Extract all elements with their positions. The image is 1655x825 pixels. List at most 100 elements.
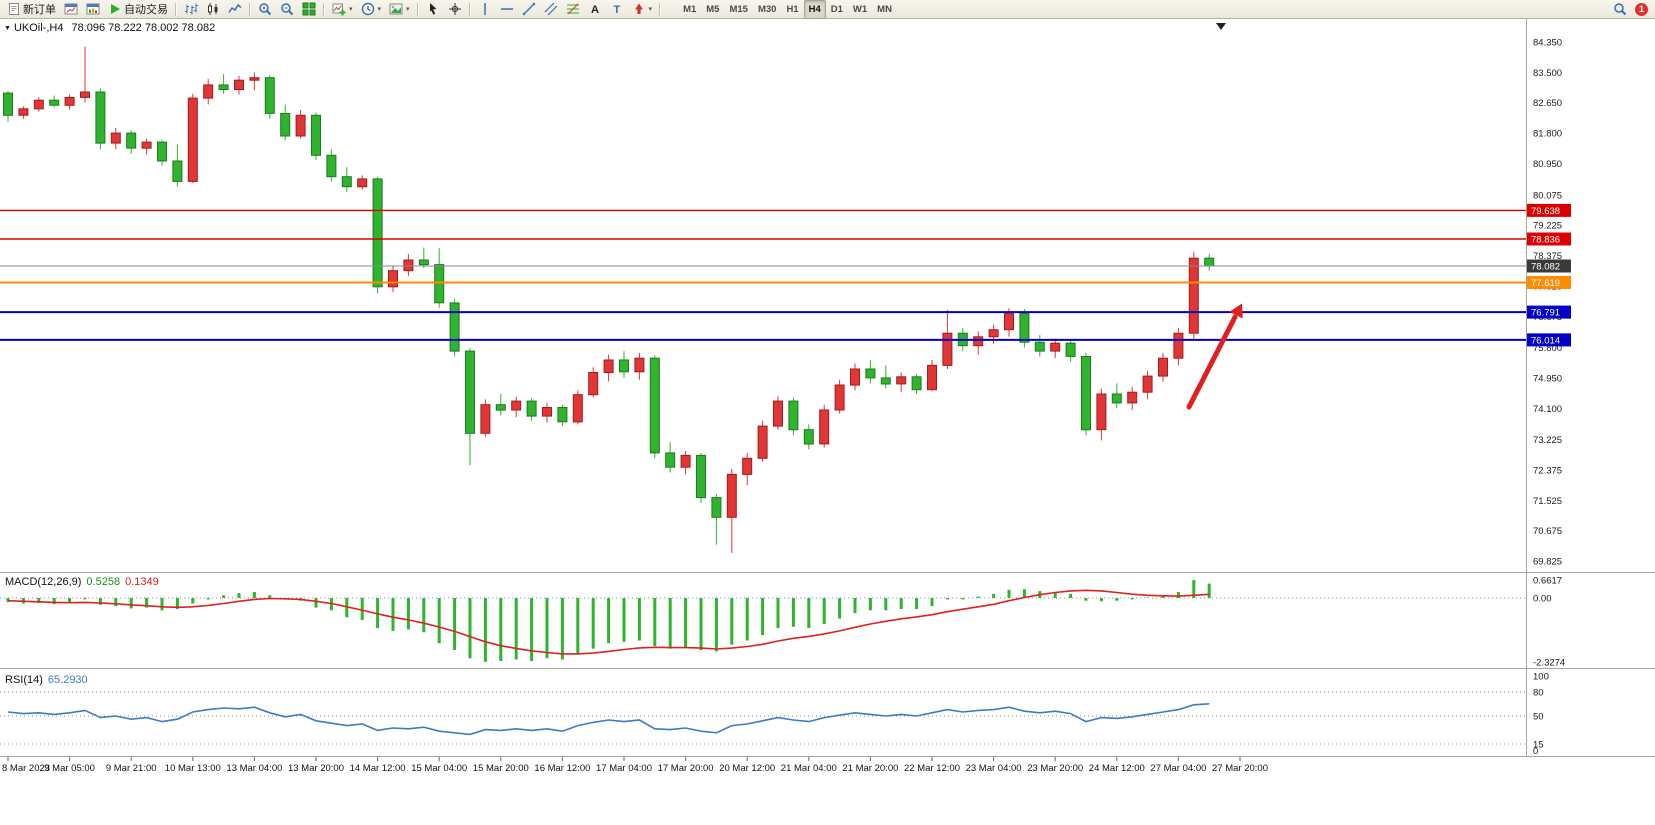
arrows-button[interactable]: ▾ bbox=[628, 0, 657, 19]
chevron-down-icon[interactable]: ▾ bbox=[648, 6, 653, 13]
chevron-down-icon[interactable]: ▾ bbox=[377, 6, 382, 13]
one-click-collapse-icon[interactable]: ▼ bbox=[4, 25, 11, 32]
chevron-down-icon[interactable]: ▾ bbox=[349, 6, 353, 13]
auto-trading-label: 自动交易 bbox=[124, 4, 168, 16]
search-button[interactable] bbox=[1609, 0, 1631, 19]
new-chart-button[interactable]: ▾ bbox=[328, 0, 357, 19]
price-tick-label: 71.525 bbox=[1533, 496, 1562, 507]
price-level-tag bbox=[1527, 232, 1571, 246]
horizontal-line-button[interactable] bbox=[496, 0, 518, 19]
auto-trading-icon bbox=[111, 4, 120, 14]
timeframe-mn-button[interactable]: MN bbox=[877, 3, 892, 15]
candle-body bbox=[295, 114, 306, 137]
tile-windows-button[interactable] bbox=[298, 0, 320, 19]
line-chart-button[interactable] bbox=[224, 0, 246, 19]
fibonacci-retracement-button[interactable] bbox=[562, 0, 584, 19]
candle-body bbox=[480, 404, 491, 434]
rsi-scale-label: 50 bbox=[1533, 712, 1544, 723]
timeframe-m1-button[interactable]: M1 bbox=[683, 3, 697, 15]
text-label-icon: T bbox=[613, 4, 620, 16]
toolbar-separator bbox=[416, 2, 419, 16]
candle-body bbox=[526, 400, 537, 417]
templates-menu-icon bbox=[389, 3, 403, 15]
time-tick-label: 13 Mar 20:00 bbox=[288, 763, 344, 774]
price-level-tag-text: 78.836 bbox=[1531, 235, 1560, 246]
candle-body bbox=[665, 452, 676, 468]
bar-chart-button[interactable] bbox=[180, 0, 202, 19]
candle-body bbox=[372, 178, 383, 288]
price-tick-label: 74.100 bbox=[1533, 404, 1562, 415]
rsi-title: RSI(14) bbox=[5, 674, 43, 686]
timeframe-d1-button[interactable]: D1 bbox=[830, 3, 843, 15]
templates-menu-button[interactable]: ▾ bbox=[385, 0, 414, 19]
price-tick-label: 74.950 bbox=[1533, 373, 1562, 384]
fibonacci-retracement-icon bbox=[566, 3, 579, 15]
auto-trading-button[interactable]: 自动交易 bbox=[104, 0, 172, 19]
toolbar-separator bbox=[659, 2, 662, 16]
price-tick-label: 75.800 bbox=[1533, 343, 1562, 354]
price-level-tag bbox=[1527, 203, 1571, 217]
text-label-button[interactable]: T bbox=[606, 0, 628, 19]
equidistant-channel-button[interactable] bbox=[540, 0, 562, 19]
candle-body bbox=[1081, 356, 1091, 431]
timeframe-m30-button[interactable]: M30 bbox=[757, 3, 777, 15]
candle-body bbox=[757, 425, 768, 459]
time-tick-label: 24 Mar 12:00 bbox=[1089, 763, 1145, 774]
new-order-button[interactable]: 新订单 bbox=[3, 0, 60, 19]
rsi-header: RSI(14) 65.2930 bbox=[5, 674, 88, 686]
text-button[interactable]: A bbox=[584, 0, 606, 19]
candle-body bbox=[834, 384, 845, 411]
macd-scale-label: 0.6617 bbox=[1533, 575, 1562, 586]
time-tick-label: 17 Mar 04:00 bbox=[596, 763, 652, 774]
zoom-in-button[interactable] bbox=[254, 0, 276, 19]
rsi-scale-label: 0 bbox=[1533, 746, 1538, 757]
data-window-button[interactable] bbox=[82, 0, 104, 19]
candle-body bbox=[557, 407, 568, 423]
data-window-icon bbox=[86, 3, 100, 15]
timeframe-h1-button[interactable]: H1 bbox=[786, 3, 799, 15]
candle-body bbox=[819, 409, 830, 445]
toolbar-separator bbox=[468, 2, 471, 16]
time-tick-label: 15 Mar 04:00 bbox=[411, 763, 467, 774]
time-tick-label: 22 Mar 12:00 bbox=[904, 763, 960, 774]
time-tick-label: 10 Mar 13:00 bbox=[165, 763, 221, 774]
candle-body bbox=[865, 368, 876, 379]
candle-body bbox=[434, 264, 445, 304]
toolbar-separator bbox=[323, 2, 325, 16]
candle-body bbox=[234, 79, 244, 90]
chevron-down-icon[interactable]: ▾ bbox=[406, 6, 410, 13]
time-tick-label: 23 Mar 04:00 bbox=[966, 763, 1022, 774]
candle-body bbox=[49, 99, 60, 106]
time-tick-label: 16 Mar 12:00 bbox=[534, 763, 590, 774]
time-tick-label: 9 Mar 05:00 bbox=[44, 763, 95, 774]
candle-body bbox=[850, 368, 860, 386]
timeframe-m5-button[interactable]: M5 bbox=[706, 3, 720, 15]
price-axis[interactable]: 84.350 83.500 82.650 81.800 80.950 80.075 79.2… bbox=[1533, 38, 1562, 568]
zoom-in-icon bbox=[259, 3, 272, 16]
trendline-icon bbox=[522, 2, 535, 16]
periods-menu-button[interactable]: ▾ bbox=[357, 0, 386, 19]
time-tick-label: 13 Mar 04:00 bbox=[226, 763, 282, 774]
macd-scale-label: -2.3274 bbox=[1533, 657, 1565, 668]
price-level-tag-text: 78.082 bbox=[1531, 262, 1560, 273]
zoom-out-button[interactable] bbox=[276, 0, 298, 19]
vertical-line-button[interactable] bbox=[474, 0, 496, 19]
candle-body bbox=[588, 372, 599, 396]
timeframe-m15-button[interactable]: M15 bbox=[729, 3, 748, 15]
price-tick-label: 84.350 bbox=[1533, 38, 1562, 49]
trend-arrow[interactable] bbox=[1186, 303, 1243, 410]
charts-window-button[interactable] bbox=[60, 0, 82, 19]
crosshair-icon bbox=[448, 3, 461, 15]
price-tick-label: 82.650 bbox=[1533, 98, 1562, 109]
timeframe-w1-button[interactable]: W1 bbox=[852, 3, 868, 15]
candle-body bbox=[603, 359, 614, 373]
time-tick-label: 27 Mar 04:00 bbox=[1150, 763, 1206, 774]
timeframe-h4-button[interactable]: H4 bbox=[803, 0, 826, 19]
notification-badge[interactable]: 1 bbox=[1635, 2, 1648, 16]
crosshair-button[interactable] bbox=[444, 0, 466, 19]
trendline-button[interactable] bbox=[518, 0, 540, 19]
candlestick-chart-button[interactable] bbox=[202, 0, 224, 19]
cursor-button[interactable] bbox=[422, 0, 444, 19]
